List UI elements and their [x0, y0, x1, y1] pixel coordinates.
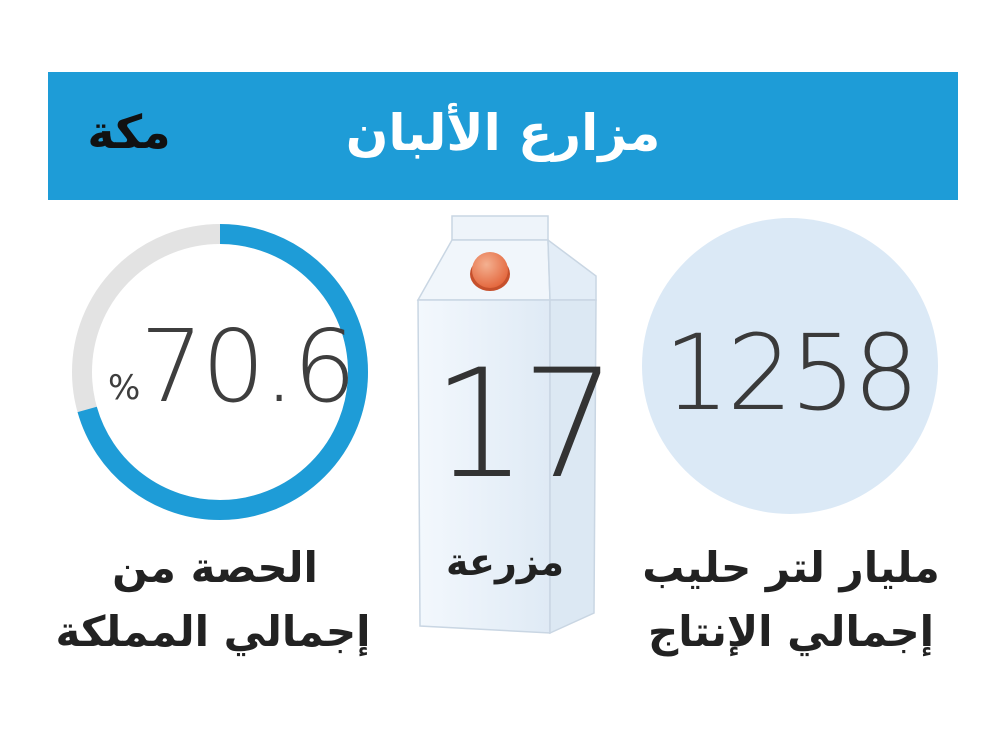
page-title: مزارع الألبان [345, 104, 661, 162]
share-caption-line1: الحصة من [112, 543, 318, 592]
production-caption-line2: إجمالي الإنتاج [647, 607, 935, 656]
logo-wordmark: مكة [87, 105, 171, 159]
share-ring-chart [60, 212, 380, 532]
production-caption-line1: مليار لتر حليب [642, 543, 940, 592]
makkah-logo: مكة [64, 105, 194, 172]
share-caption-line2: إجمالي المملكة [55, 607, 371, 656]
ring-progress-arc [72, 224, 368, 520]
farms-caption: مزرعة [445, 540, 565, 584]
farms-value: 17 [432, 338, 617, 512]
production-circle [642, 218, 938, 514]
milk-carton-icon [400, 208, 620, 638]
title-banner: مكة مزارع الألبان [48, 72, 958, 200]
percent-sign: % [108, 368, 141, 408]
share-value: 70.6 [140, 308, 357, 425]
production-value: 1258 [663, 312, 920, 434]
